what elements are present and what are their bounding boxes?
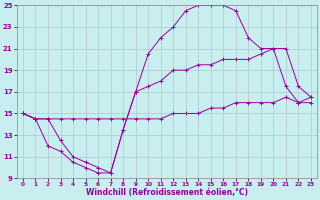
X-axis label: Windchill (Refroidissement éolien,°C): Windchill (Refroidissement éolien,°C) — [86, 188, 248, 197]
